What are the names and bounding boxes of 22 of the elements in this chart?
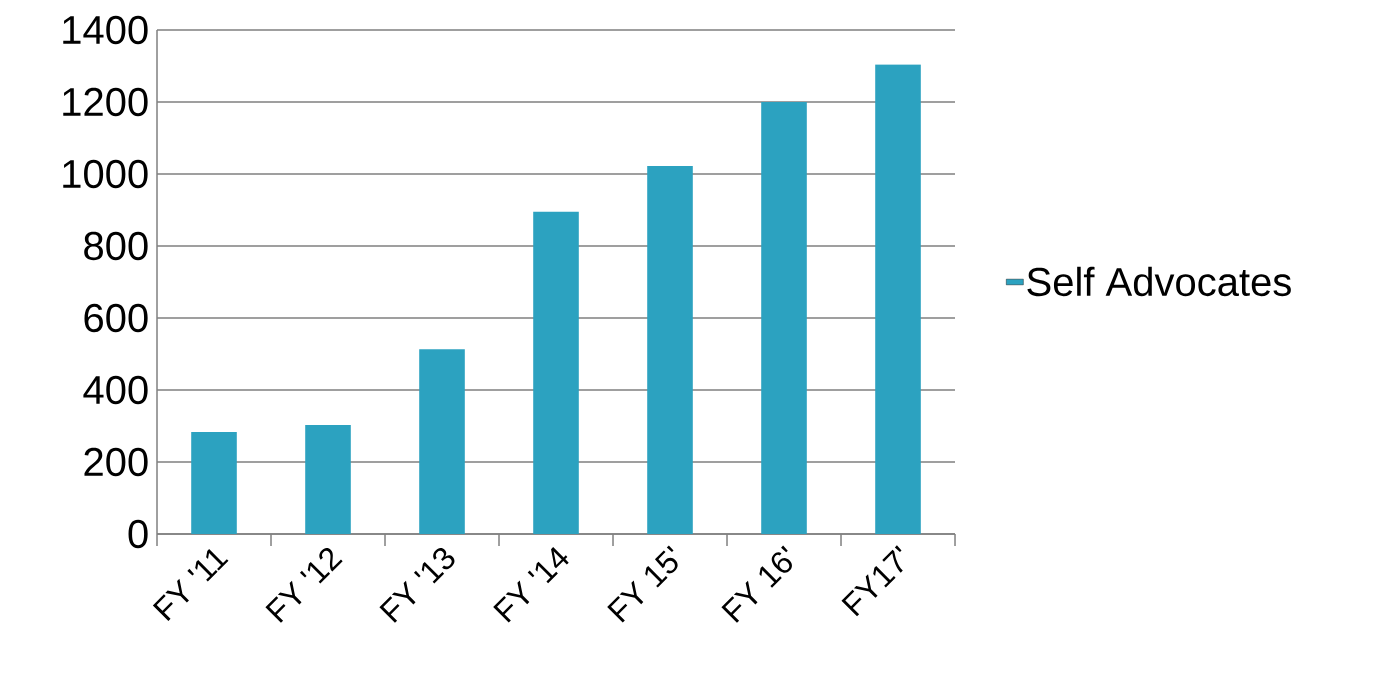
y-tick-label: 200 xyxy=(84,447,148,477)
x-tick-label: FY '14 xyxy=(493,547,569,623)
x-tick-label: FY '13 xyxy=(379,548,455,623)
y-tick-label: 1200 xyxy=(63,87,148,117)
bar xyxy=(875,64,921,534)
y-tick-label: 0 xyxy=(128,519,148,549)
x-tick-label: FY 16' xyxy=(721,545,792,623)
bar xyxy=(191,432,237,534)
bar xyxy=(647,166,693,534)
bar xyxy=(419,349,465,534)
y-tick-label: 400 xyxy=(83,375,148,405)
y-tick-label: 600 xyxy=(84,303,148,333)
legend-label: Self Advocates xyxy=(1027,266,1291,297)
x-tick-label: FY 15' xyxy=(607,545,678,623)
x-tick-label: FY '12 xyxy=(265,547,343,623)
bar xyxy=(533,211,579,534)
x-tick-label: FY '11 xyxy=(152,549,229,621)
y-tick-label: 1400 xyxy=(63,15,148,45)
bar xyxy=(305,424,351,534)
y-tick-label: 1000 xyxy=(63,159,148,189)
y-tick-label: 800 xyxy=(84,231,148,261)
bar xyxy=(761,102,807,534)
